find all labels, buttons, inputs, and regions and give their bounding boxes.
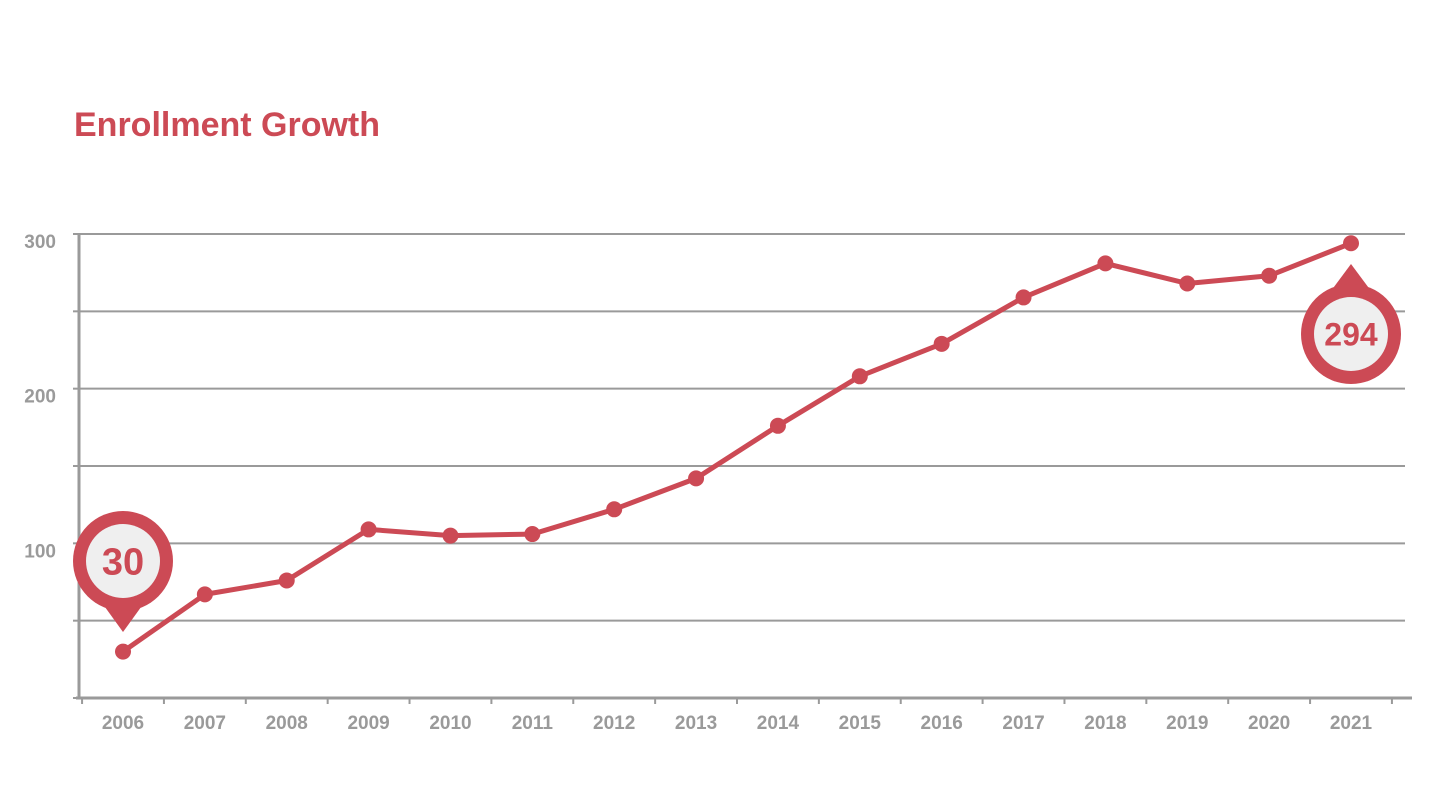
- y-tick-label: 100: [24, 541, 56, 562]
- data-point: [1261, 267, 1278, 284]
- x-tick-label: 2017: [1002, 713, 1044, 734]
- annotation-label: 294: [1324, 317, 1378, 353]
- chart-title: Enrollment Growth: [74, 106, 380, 144]
- x-tick-label: 2006: [102, 713, 144, 734]
- data-point: [851, 368, 868, 385]
- annotation-label: 30: [102, 542, 144, 584]
- x-tick-label: 2020: [1248, 713, 1290, 734]
- x-tick-label: 2009: [347, 713, 389, 734]
- x-tick-label: 2010: [429, 713, 471, 734]
- data-point: [196, 586, 213, 603]
- data-point: [115, 643, 131, 660]
- annotation-pin-center: [86, 524, 160, 598]
- data-point: [1097, 255, 1114, 272]
- x-tick-label: 2019: [1166, 713, 1208, 734]
- x-tick-label: 2011: [512, 713, 554, 734]
- data-point: [442, 527, 459, 544]
- annotation-pin-center: [1314, 297, 1388, 371]
- data-point: [278, 572, 295, 589]
- x-tick-label: 2007: [184, 713, 226, 734]
- y-tick-label: 300: [24, 232, 56, 253]
- data-point: [769, 417, 786, 434]
- data-point: [1179, 275, 1196, 292]
- y-tick-label: 200: [24, 387, 56, 408]
- data-point: [524, 526, 541, 543]
- data-point: [688, 470, 705, 487]
- x-tick-label: 2021: [1330, 713, 1373, 734]
- x-tick-label: 2008: [266, 713, 308, 734]
- data-point: [1343, 235, 1359, 252]
- data-point: [1015, 289, 1032, 306]
- x-tick-label: 2015: [839, 713, 882, 734]
- x-tick-label: 2016: [921, 713, 963, 734]
- x-tick-label: 2018: [1084, 713, 1126, 734]
- x-tick-label: 2014: [757, 713, 800, 734]
- x-tick-label: 2013: [675, 713, 717, 734]
- data-point: [360, 521, 377, 538]
- data-point: [933, 335, 950, 352]
- data-point: [606, 501, 623, 518]
- series-line: [120, 240, 1354, 655]
- x-tick-label: 2012: [593, 713, 635, 734]
